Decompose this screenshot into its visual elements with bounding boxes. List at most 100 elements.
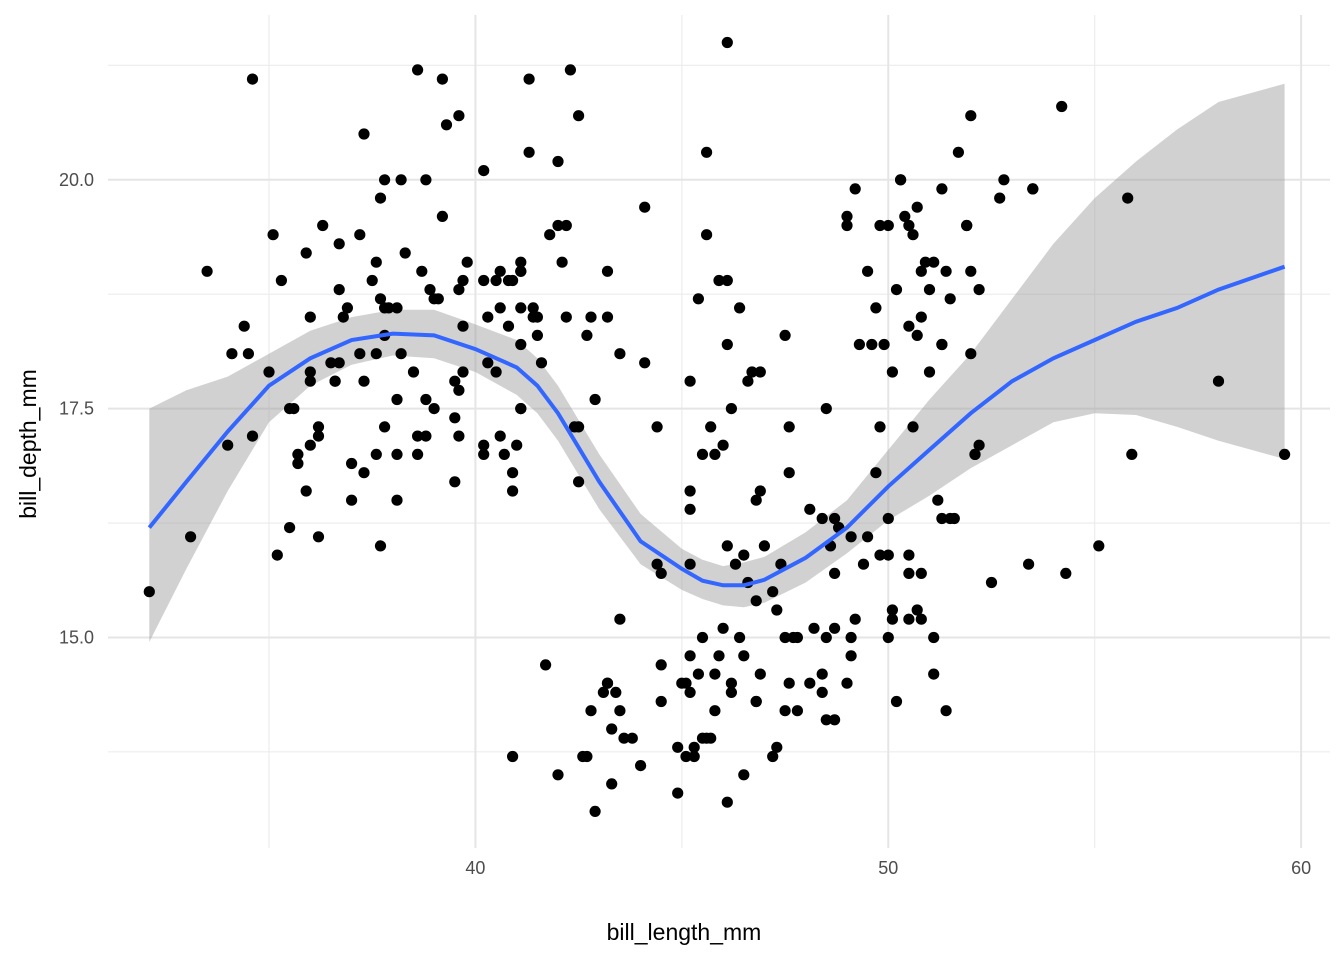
data-point — [725, 677, 738, 689]
data-point — [535, 357, 548, 369]
data-point — [857, 558, 870, 570]
data-point — [853, 338, 866, 351]
data-point — [478, 448, 490, 460]
data-point — [965, 348, 977, 360]
data-point — [226, 348, 238, 360]
data-point — [928, 256, 940, 268]
data-point — [478, 165, 490, 177]
data-point — [478, 439, 490, 451]
data-point — [614, 348, 626, 360]
data-point — [907, 421, 919, 433]
data-point — [750, 695, 762, 708]
data-point — [288, 403, 300, 415]
data-point — [952, 146, 965, 158]
data-point — [424, 284, 436, 296]
data-point — [651, 421, 663, 433]
data-point — [626, 732, 638, 744]
data-point — [317, 219, 329, 232]
data-point — [614, 613, 626, 625]
data-point — [560, 219, 572, 232]
data-point — [457, 366, 469, 378]
data-point — [754, 668, 766, 680]
data-point — [882, 219, 894, 232]
data-point — [969, 448, 981, 460]
data-point — [478, 274, 490, 287]
data-point — [965, 265, 977, 277]
data-point — [829, 714, 841, 726]
data-point — [841, 219, 853, 232]
data-point — [882, 549, 894, 561]
data-point — [333, 284, 345, 296]
data-point — [490, 274, 502, 287]
data-point — [304, 366, 316, 378]
data-point — [721, 796, 733, 808]
data-point — [717, 622, 729, 634]
data-point — [771, 604, 783, 616]
data-point — [754, 366, 766, 378]
data-point — [412, 64, 424, 76]
data-point — [721, 274, 733, 287]
data-point — [729, 558, 742, 570]
data-point — [961, 219, 973, 232]
data-point — [1027, 183, 1039, 195]
data-point — [490, 366, 502, 378]
major-grid — [108, 15, 1330, 848]
data-point — [300, 247, 312, 259]
y-tick-label: 15.0 — [59, 627, 94, 647]
data-point — [573, 110, 585, 122]
data-point — [672, 787, 684, 799]
data-point — [560, 311, 572, 323]
data-point — [292, 457, 304, 470]
data-point — [436, 210, 448, 222]
data-point — [816, 512, 828, 525]
data-point — [201, 265, 213, 277]
data-point — [696, 448, 709, 460]
data-point — [515, 302, 527, 314]
data-point — [635, 760, 647, 772]
data-point — [895, 174, 907, 186]
confidence-band — [149, 83, 1285, 642]
y-axis-ticks: 15.0 17.5 20.0 — [59, 170, 94, 648]
data-point — [238, 320, 250, 332]
data-point — [1093, 540, 1105, 552]
data-point — [903, 219, 915, 232]
data-point — [271, 549, 283, 561]
data-point — [655, 567, 667, 580]
data-point — [531, 311, 544, 323]
data-point — [692, 293, 705, 305]
data-point — [1279, 448, 1291, 460]
data-point — [779, 631, 791, 644]
data-point — [346, 494, 358, 506]
data-point — [585, 311, 597, 323]
data-point — [684, 558, 696, 570]
data-point — [870, 467, 882, 479]
data-point — [453, 284, 465, 296]
data-points — [143, 36, 1291, 818]
data-point — [928, 631, 940, 644]
data-point — [246, 73, 259, 85]
x-axis-ticks: 40 50 60 — [465, 858, 1311, 878]
data-point — [911, 201, 923, 213]
data-point — [391, 448, 403, 460]
data-point — [940, 705, 952, 717]
data-point — [688, 741, 700, 753]
data-point — [506, 750, 519, 763]
data-point — [890, 695, 903, 708]
data-point — [312, 421, 325, 433]
data-point — [994, 192, 1006, 204]
data-point — [395, 174, 407, 186]
data-point — [849, 613, 861, 625]
data-point — [374, 540, 387, 552]
data-point — [734, 631, 746, 644]
data-point — [783, 421, 795, 433]
data-point — [849, 183, 861, 195]
data-point — [907, 229, 919, 241]
data-point — [185, 531, 197, 543]
data-point — [601, 677, 614, 689]
data-point — [845, 531, 857, 543]
data-point — [482, 357, 494, 369]
data-point — [601, 265, 614, 277]
data-point — [453, 430, 465, 442]
data-point — [440, 119, 453, 131]
data-point — [820, 631, 832, 644]
